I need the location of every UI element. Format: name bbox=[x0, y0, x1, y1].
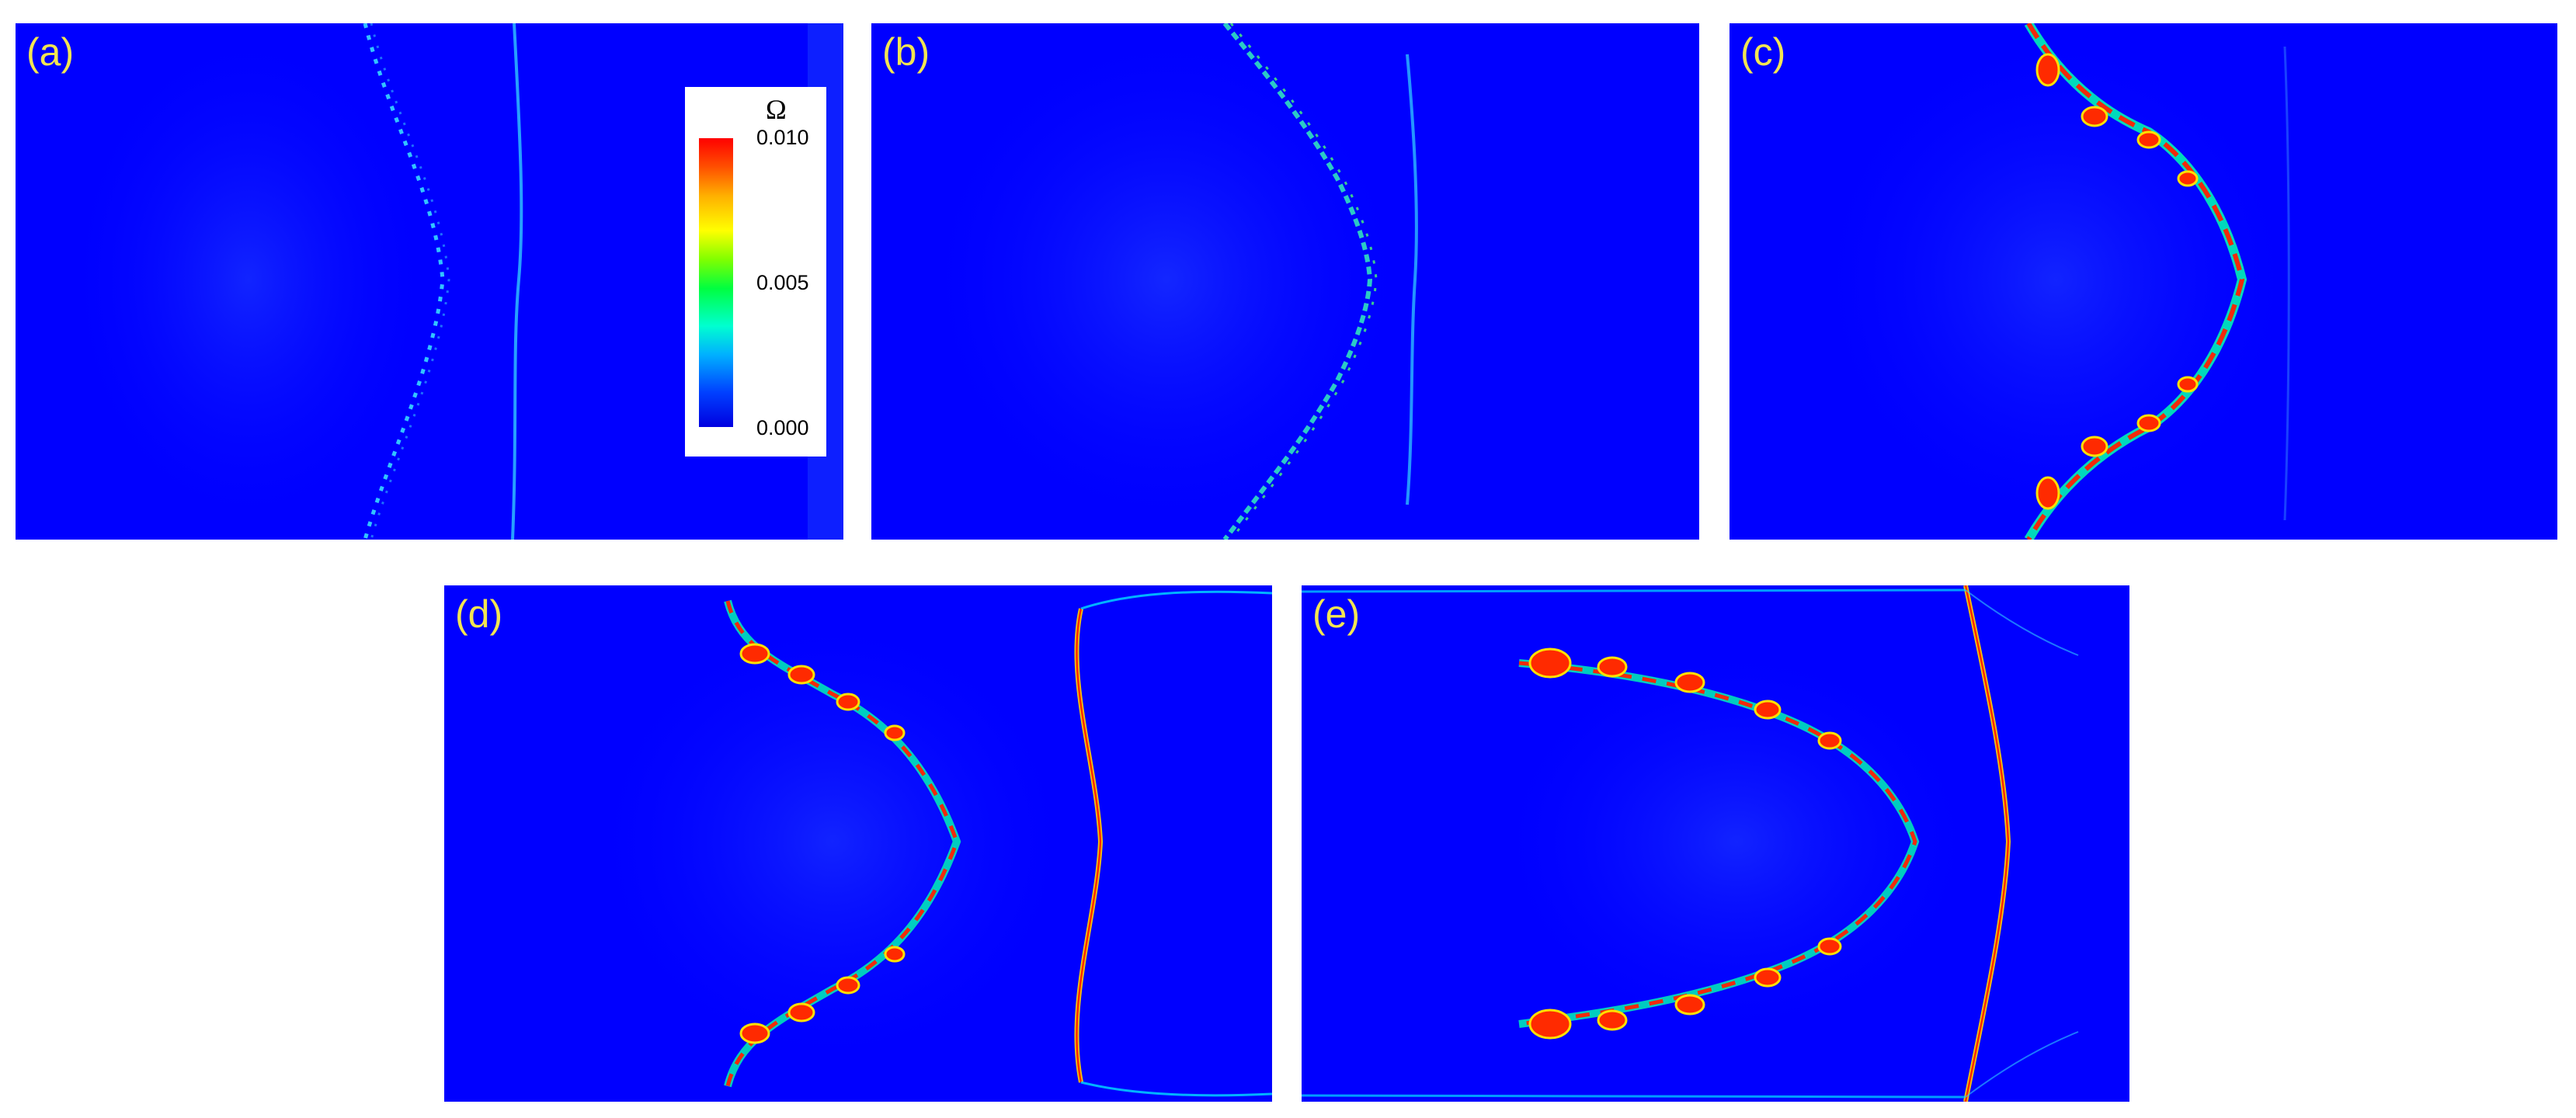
vorticity-field-d bbox=[584, 590, 1272, 1097]
colorbar-gradient bbox=[699, 138, 733, 427]
panel-label: (e) bbox=[1312, 592, 1361, 636]
panel-label: (b) bbox=[882, 30, 930, 74]
colorbar-tick-max: 0.010 bbox=[756, 126, 809, 149]
panel-b: (b) bbox=[871, 23, 1699, 540]
panel-d: (d) bbox=[444, 585, 1272, 1102]
vorticity-field-b bbox=[918, 23, 1418, 540]
panel-e: (e) bbox=[1302, 585, 2129, 1102]
colorbar: Ω 0.010 0.005 0.000 bbox=[685, 87, 826, 457]
vorticity-field-c bbox=[1807, 23, 2304, 540]
vorticity-field-e bbox=[1302, 585, 2079, 1102]
panel-label: (d) bbox=[455, 592, 503, 636]
panel-c: (c) bbox=[1730, 23, 2557, 540]
panel-a: (a) Ω 0.010 0.005 0.000 bbox=[16, 23, 843, 540]
colorbar-symbol: Ω bbox=[766, 94, 787, 125]
colorbar-tick-mid: 0.005 bbox=[756, 271, 809, 294]
colorbar-tick-min: 0.000 bbox=[756, 416, 809, 439]
panel-label: (a) bbox=[26, 30, 75, 74]
panel-label: (c) bbox=[1740, 30, 1786, 74]
